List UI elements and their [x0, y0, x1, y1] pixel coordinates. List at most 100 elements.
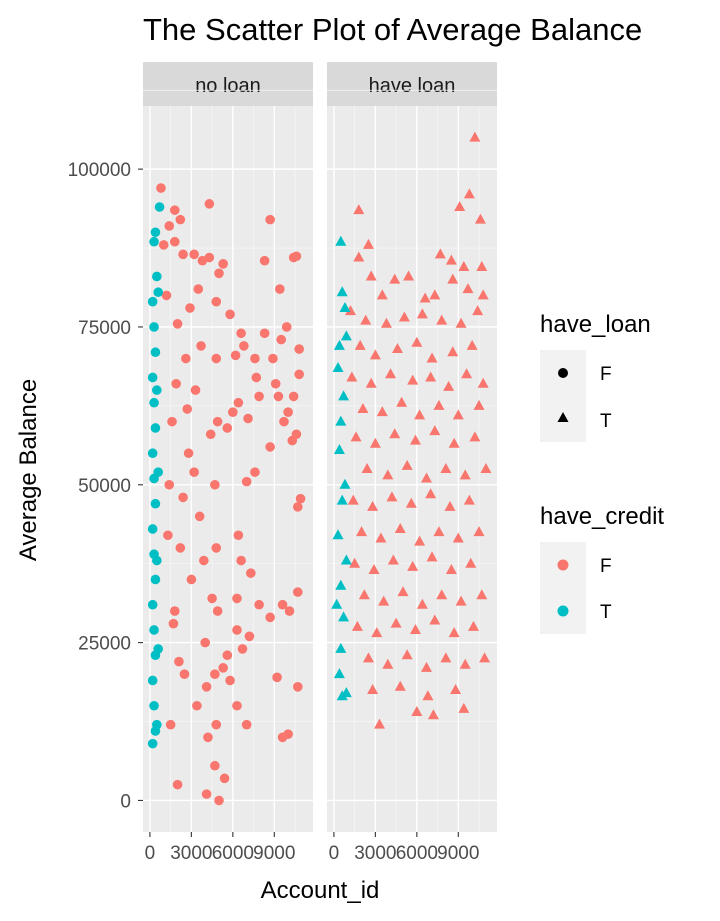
data-point	[385, 368, 397, 379]
data-point	[447, 346, 459, 357]
data-point	[181, 353, 191, 364]
data-point	[419, 292, 431, 303]
data-point	[172, 319, 183, 329]
facet-label-no-loan: no loan	[195, 75, 261, 97]
x-tick-label: 6000	[212, 843, 254, 864]
data-point	[200, 637, 210, 648]
legend-have-credit: have_credit F T	[540, 503, 664, 634]
data-point	[169, 606, 180, 616]
data-point	[147, 372, 158, 383]
data-point	[465, 557, 477, 568]
data-point	[149, 397, 159, 408]
data-point	[152, 385, 162, 395]
data-point	[219, 773, 230, 784]
legend-triangle-icon	[557, 412, 569, 422]
data-point	[172, 779, 183, 790]
data-point	[436, 589, 448, 600]
data-point	[214, 795, 224, 806]
points-have-loan	[331, 131, 492, 729]
data-point	[444, 500, 456, 511]
data-point	[259, 328, 270, 339]
x-tick-label: 9000	[253, 843, 295, 864]
data-point	[210, 479, 220, 490]
data-point	[469, 131, 481, 142]
data-point	[265, 214, 275, 225]
data-point	[232, 625, 242, 635]
data-point	[150, 574, 161, 585]
data-point	[376, 289, 388, 300]
legend-label-loan-t: T	[600, 411, 612, 432]
legend-title-have-loan: have_loan	[540, 311, 651, 338]
data-point	[367, 683, 379, 694]
facet-have-loan: have loan	[327, 62, 497, 832]
data-point	[164, 221, 175, 231]
data-point	[429, 289, 441, 300]
data-point	[447, 273, 459, 284]
data-point	[357, 403, 369, 414]
data-point	[468, 620, 480, 631]
data-point	[268, 353, 278, 364]
data-point	[335, 415, 347, 426]
data-point	[196, 341, 206, 351]
data-point	[150, 347, 161, 358]
data-point	[473, 526, 485, 537]
facet-label-have-loan: have loan	[369, 75, 456, 97]
data-point	[292, 502, 303, 512]
data-point	[190, 385, 201, 395]
data-point	[455, 317, 467, 328]
data-point	[477, 377, 489, 388]
data-point	[277, 599, 288, 610]
data-point	[369, 349, 381, 360]
data-point	[210, 760, 220, 771]
data-point	[192, 700, 202, 711]
data-point	[254, 599, 264, 610]
data-point	[205, 429, 216, 440]
data-point	[199, 555, 209, 566]
data-point	[207, 593, 217, 604]
data-point	[394, 522, 406, 533]
data-point	[164, 479, 175, 490]
data-point	[265, 612, 275, 623]
data-point	[434, 248, 446, 259]
data-point	[273, 391, 284, 402]
data-point	[185, 303, 195, 313]
facet-strip-have-loan	[327, 62, 497, 106]
x-tick-label: 9000	[437, 843, 479, 864]
data-point	[358, 589, 370, 600]
data-point	[454, 201, 466, 212]
legend-color-swatch-t	[557, 605, 569, 617]
data-point	[353, 204, 365, 215]
data-point	[479, 652, 491, 663]
data-point	[433, 399, 445, 410]
data-point	[360, 314, 372, 325]
data-point	[225, 309, 235, 320]
data-point	[193, 284, 204, 294]
data-point	[281, 322, 292, 332]
data-point	[244, 631, 255, 642]
data-point	[222, 650, 233, 661]
data-point	[452, 409, 464, 420]
data-point	[391, 343, 403, 354]
data-point	[335, 642, 347, 653]
data-point	[362, 238, 374, 249]
data-point	[455, 595, 467, 606]
legend-key-background-have-credit	[540, 542, 586, 634]
data-point	[169, 236, 180, 247]
x-tick-label: 0	[329, 843, 340, 864]
data-point	[204, 252, 215, 263]
y-axis-title: Average Balance	[15, 379, 42, 561]
data-point	[336, 286, 348, 297]
data-point	[405, 497, 417, 508]
y-tick-label: 50000	[78, 476, 131, 497]
data-point	[459, 469, 471, 480]
data-point	[414, 535, 426, 546]
data-point	[375, 532, 387, 543]
data-point	[340, 554, 352, 565]
data-point	[416, 308, 428, 319]
data-point	[458, 702, 470, 713]
data-point	[463, 494, 475, 505]
data-point	[236, 328, 246, 339]
data-point	[153, 287, 164, 298]
data-point	[371, 627, 383, 638]
data-point	[362, 652, 374, 663]
